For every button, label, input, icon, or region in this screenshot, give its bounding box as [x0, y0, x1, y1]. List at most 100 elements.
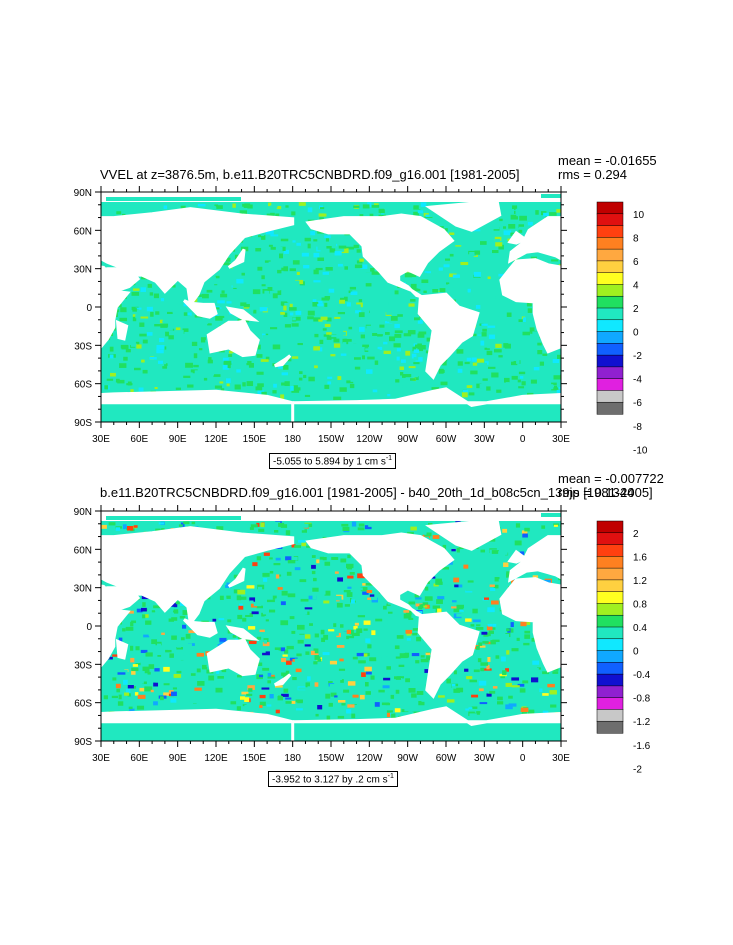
bottom-xtick-label-2: 90E — [169, 753, 187, 764]
bottom-ytick-label-4: 30S — [74, 660, 92, 671]
top-land-6 — [206, 319, 260, 358]
top-xtick-label-2: 90E — [169, 434, 187, 445]
bottom-ytick-label-2: 30N — [74, 584, 92, 595]
top-ytick-label-6: 90S — [74, 418, 92, 429]
top-land-1 — [507, 216, 561, 264]
bottom-land-9 — [225, 625, 260, 641]
top-colorbar-swatch-10 — [596, 319, 624, 333]
top-ytick-label-1: 60N — [74, 226, 92, 237]
top-land-mask — [0, 192, 718, 422]
bottom-map-plot: 30E 60E 90E 120E 150E 180 150W 120W 90W 60W 30W 0 30… — [0, 505, 715, 775]
top-colorbar-swatch-3 — [596, 237, 624, 250]
top-xtick-label-4: 150E — [243, 434, 267, 445]
top-land-4 — [0, 201, 40, 230]
bottom-land-11 — [507, 549, 529, 564]
bottom-land-13 — [274, 673, 292, 687]
bottom-land-9 — [689, 627, 715, 639]
bottom-colorbar-label-3: 0.8 — [633, 599, 647, 610]
top-land-0 — [499, 258, 561, 354]
bottom-land-7 — [101, 708, 295, 741]
bottom-colorbar-label-2: 1.2 — [633, 576, 647, 587]
top-arctic-ocean-2 — [541, 194, 561, 198]
top-colorbar-swatch-0 — [596, 201, 624, 215]
top-xtick-label-9: 60W — [436, 434, 457, 445]
bottom-xtick-label-8: 90W — [397, 753, 418, 764]
bottom-colorbar-swatch-15 — [596, 697, 624, 710]
bottom-land-12 — [115, 638, 129, 660]
top-land-5 — [417, 292, 480, 380]
top-colorbar-swatch-13 — [596, 354, 624, 368]
bottom-colorbar-swatch-2 — [596, 544, 624, 557]
bottom-colorbar-swatch-7 — [596, 603, 624, 616]
top-land-10 — [227, 248, 246, 269]
bottom-colorbar-swatch-9 — [596, 626, 624, 640]
top-colorbar-label-8: -6 — [633, 398, 642, 409]
bottom-colorbar-label-0: 2 — [633, 529, 639, 540]
top-xtick-label-7: 120W — [356, 434, 383, 445]
top-land-12 — [578, 322, 587, 339]
top-land-4 — [425, 199, 502, 232]
top-colorbar-swatch-1 — [596, 213, 624, 227]
top-ytick-label-5: 60S — [74, 380, 92, 391]
bottom-land-mask — [0, 511, 715, 741]
top-colorbar-swatch-9 — [596, 307, 624, 321]
bottom-colorbar-swatch-14 — [596, 685, 624, 699]
top-land-12 — [115, 319, 129, 341]
bottom-colorbar-label-1: 1.6 — [633, 552, 647, 563]
bottom-land-2 — [566, 588, 598, 610]
bottom-range-label: -3.952 to 3.127 by .2 cm s-1 — [268, 771, 398, 788]
bottom-land-10 — [227, 567, 246, 588]
bottom-land-8 — [644, 620, 676, 637]
bottom-land-0 — [499, 577, 561, 673]
top-ytick-label-2: 30N — [74, 265, 92, 276]
top-xtick-label-1: 60E — [130, 434, 148, 445]
top-colorbar-label-1: 8 — [633, 233, 639, 244]
top-colorbar-swatch-12 — [596, 343, 624, 356]
bottom-xtick-label-3: 120E — [204, 753, 228, 764]
top-colorbar-swatch-7 — [596, 284, 624, 297]
top-colorbar-swatch-4 — [596, 248, 624, 262]
bottom-arctic-ocean-2 — [541, 513, 561, 517]
top-ytick-label-3: 0 — [86, 303, 92, 314]
top-map-panel: VVEL at z=3876.5m, b.e11.B20TRC5CNBDRD.f… — [0, 150, 733, 470]
bottom-colorbar-label-4: 0.4 — [633, 623, 647, 634]
bottom-xtick-label-7: 120W — [356, 753, 383, 764]
top-map-plot: 30E 60E 90E 120E 150E 180 150W 120W 90W 60W 30W 0 30… — [0, 186, 718, 456]
bottom-ytick-label-3: 0 — [86, 622, 92, 633]
bottom-land-1 — [507, 535, 561, 583]
top-xtick-label-12: 30E — [552, 434, 570, 445]
top-range-text: -5.055 to 5.894 by 1 cm s — [273, 456, 386, 468]
bottom-colorbar-swatch-16 — [596, 709, 624, 722]
top-land-9 — [689, 308, 715, 320]
bottom-ytick-label-6: 90S — [74, 737, 92, 748]
bottom-colorbar-swatch-5 — [596, 579, 624, 593]
bottom-rms-label: rms = 0.1344 — [558, 485, 635, 500]
bottom-arctic-gap — [101, 511, 561, 516]
bottom-colorbar-swatch-8 — [596, 614, 624, 628]
top-land-2 — [104, 267, 141, 293]
bottom-land-5 — [0, 613, 18, 696]
top-rms-label: rms = 0.294 — [558, 167, 628, 182]
top-arctic-ocean — [106, 197, 241, 201]
bottom-colorbar-swatch-0 — [596, 520, 624, 534]
top-xtick-label-6: 150W — [318, 434, 345, 445]
bottom-xtick-label-1: 60E — [130, 753, 148, 764]
top-land-8 — [183, 299, 218, 319]
bottom-colorbar-label-8: -1.2 — [633, 717, 651, 728]
bottom-land-2 — [104, 586, 141, 612]
bottom-range-text: -3.952 to 3.127 by .2 cm s — [272, 774, 388, 786]
top-land-3 — [305, 213, 455, 299]
bottom-colorbar-label-10: -2 — [633, 764, 642, 775]
top-colorbar-swatch-8 — [596, 295, 624, 309]
bottom-map-title: b.e11.B20TRC5CNBDRD.f09_g16.001 [1981-20… — [100, 485, 653, 500]
bottom-colorbar-label-5: 0 — [633, 647, 639, 658]
bottom-xtick-label-0: 30E — [92, 753, 110, 764]
top-colorbar-swatch-16 — [596, 390, 624, 403]
top-land-6 — [668, 321, 718, 356]
bottom-colorbar-swatch-12 — [596, 662, 624, 675]
top-colorbar-label-2: 6 — [633, 257, 639, 268]
bottom-ytick-label-0: 90N — [74, 507, 92, 518]
top-land-2 — [566, 269, 598, 291]
bottom-land-12 — [578, 641, 587, 658]
bottom-xtick-label-10: 30W — [474, 753, 495, 764]
